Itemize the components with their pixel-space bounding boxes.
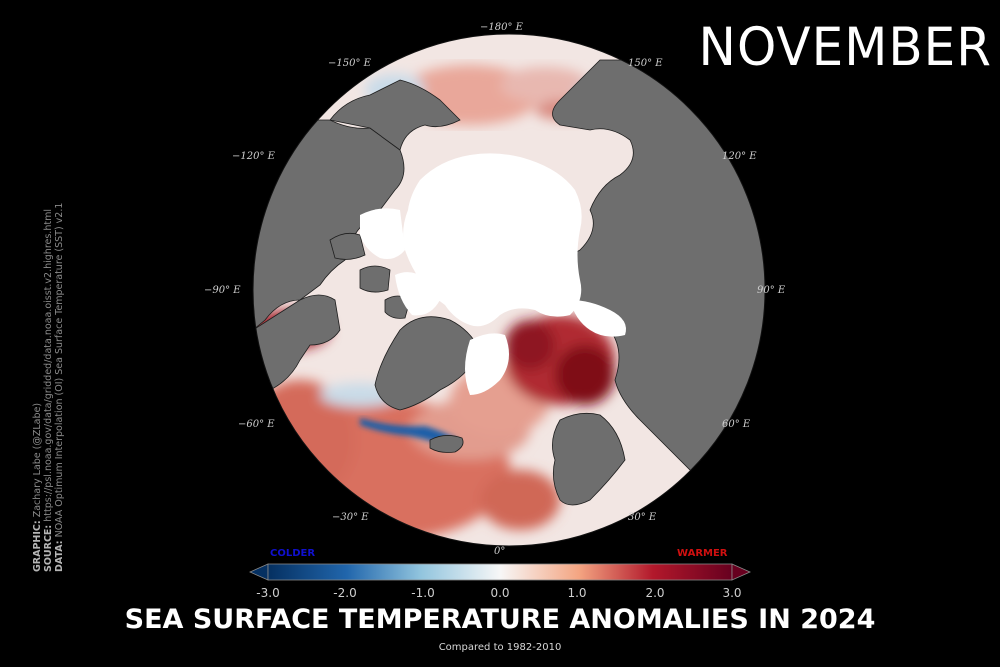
colorbar-tick: 0.0 — [490, 586, 510, 600]
data-key: DATA: — [54, 540, 65, 572]
colorbar-tick: -3.0 — [256, 586, 280, 600]
lon-label-120: 120° E — [722, 151, 757, 162]
lon-label-150: 150° E — [628, 58, 663, 69]
lon-label-m120: −120° E — [232, 151, 275, 162]
lon-label-30: 30° E — [628, 512, 657, 523]
lon-label-m180: −180° E — [480, 22, 523, 33]
sea-ice — [403, 153, 582, 327]
source-key: SOURCE: — [43, 524, 54, 572]
north-america — [253, 119, 405, 331]
colorbar-tick: 2.0 — [645, 586, 665, 600]
lon-label-m60: −60° E — [238, 419, 275, 430]
colorbar-tick: 1.0 — [567, 586, 587, 600]
colorbar — [249, 563, 751, 581]
graphic-key: GRAPHIC: — [32, 520, 43, 572]
warmer-label: WARMER — [677, 548, 728, 559]
colorbar-gradient — [267, 563, 733, 581]
colorbar-tick: -1.0 — [411, 586, 435, 600]
colorbar-low-arrow — [249, 563, 269, 581]
lon-label-m150: −150° E — [328, 58, 371, 69]
lon-label-90: 90° E — [757, 285, 786, 296]
lon-label-60: 60° E — [722, 419, 751, 430]
data-value: NOAA Optimum Interpolation (OI) Sea Surf… — [54, 202, 65, 538]
colorbar-high-arrow — [731, 563, 751, 581]
source-value: https://psl.noaa.gov/data/gridded/data.n… — [43, 209, 54, 522]
scandinavia — [552, 412, 626, 506]
graphic-value: Zachary Labe (@ZLabe) — [32, 402, 43, 518]
chart-title: SEA SURFACE TEMPERATURE ANOMALIES IN 202… — [124, 604, 876, 635]
lon-label-m90: −90° E — [204, 285, 241, 296]
greenland — [374, 316, 481, 411]
colorbar-tick: 3.0 — [722, 586, 742, 600]
credits-block: GRAPHIC: Zachary Labe (@ZLabe) SOURCE: h… — [32, 203, 65, 572]
lon-label-m30: −30° E — [332, 512, 369, 523]
colorbar-tick: -2.0 — [333, 586, 357, 600]
iceland — [429, 435, 464, 453]
month-title: NOVEMBER — [698, 16, 992, 78]
lon-label-0: 0° — [494, 546, 506, 557]
chart-subtitle: Compared to 1982-2010 — [438, 642, 562, 653]
colder-label: COLDER — [270, 548, 316, 559]
